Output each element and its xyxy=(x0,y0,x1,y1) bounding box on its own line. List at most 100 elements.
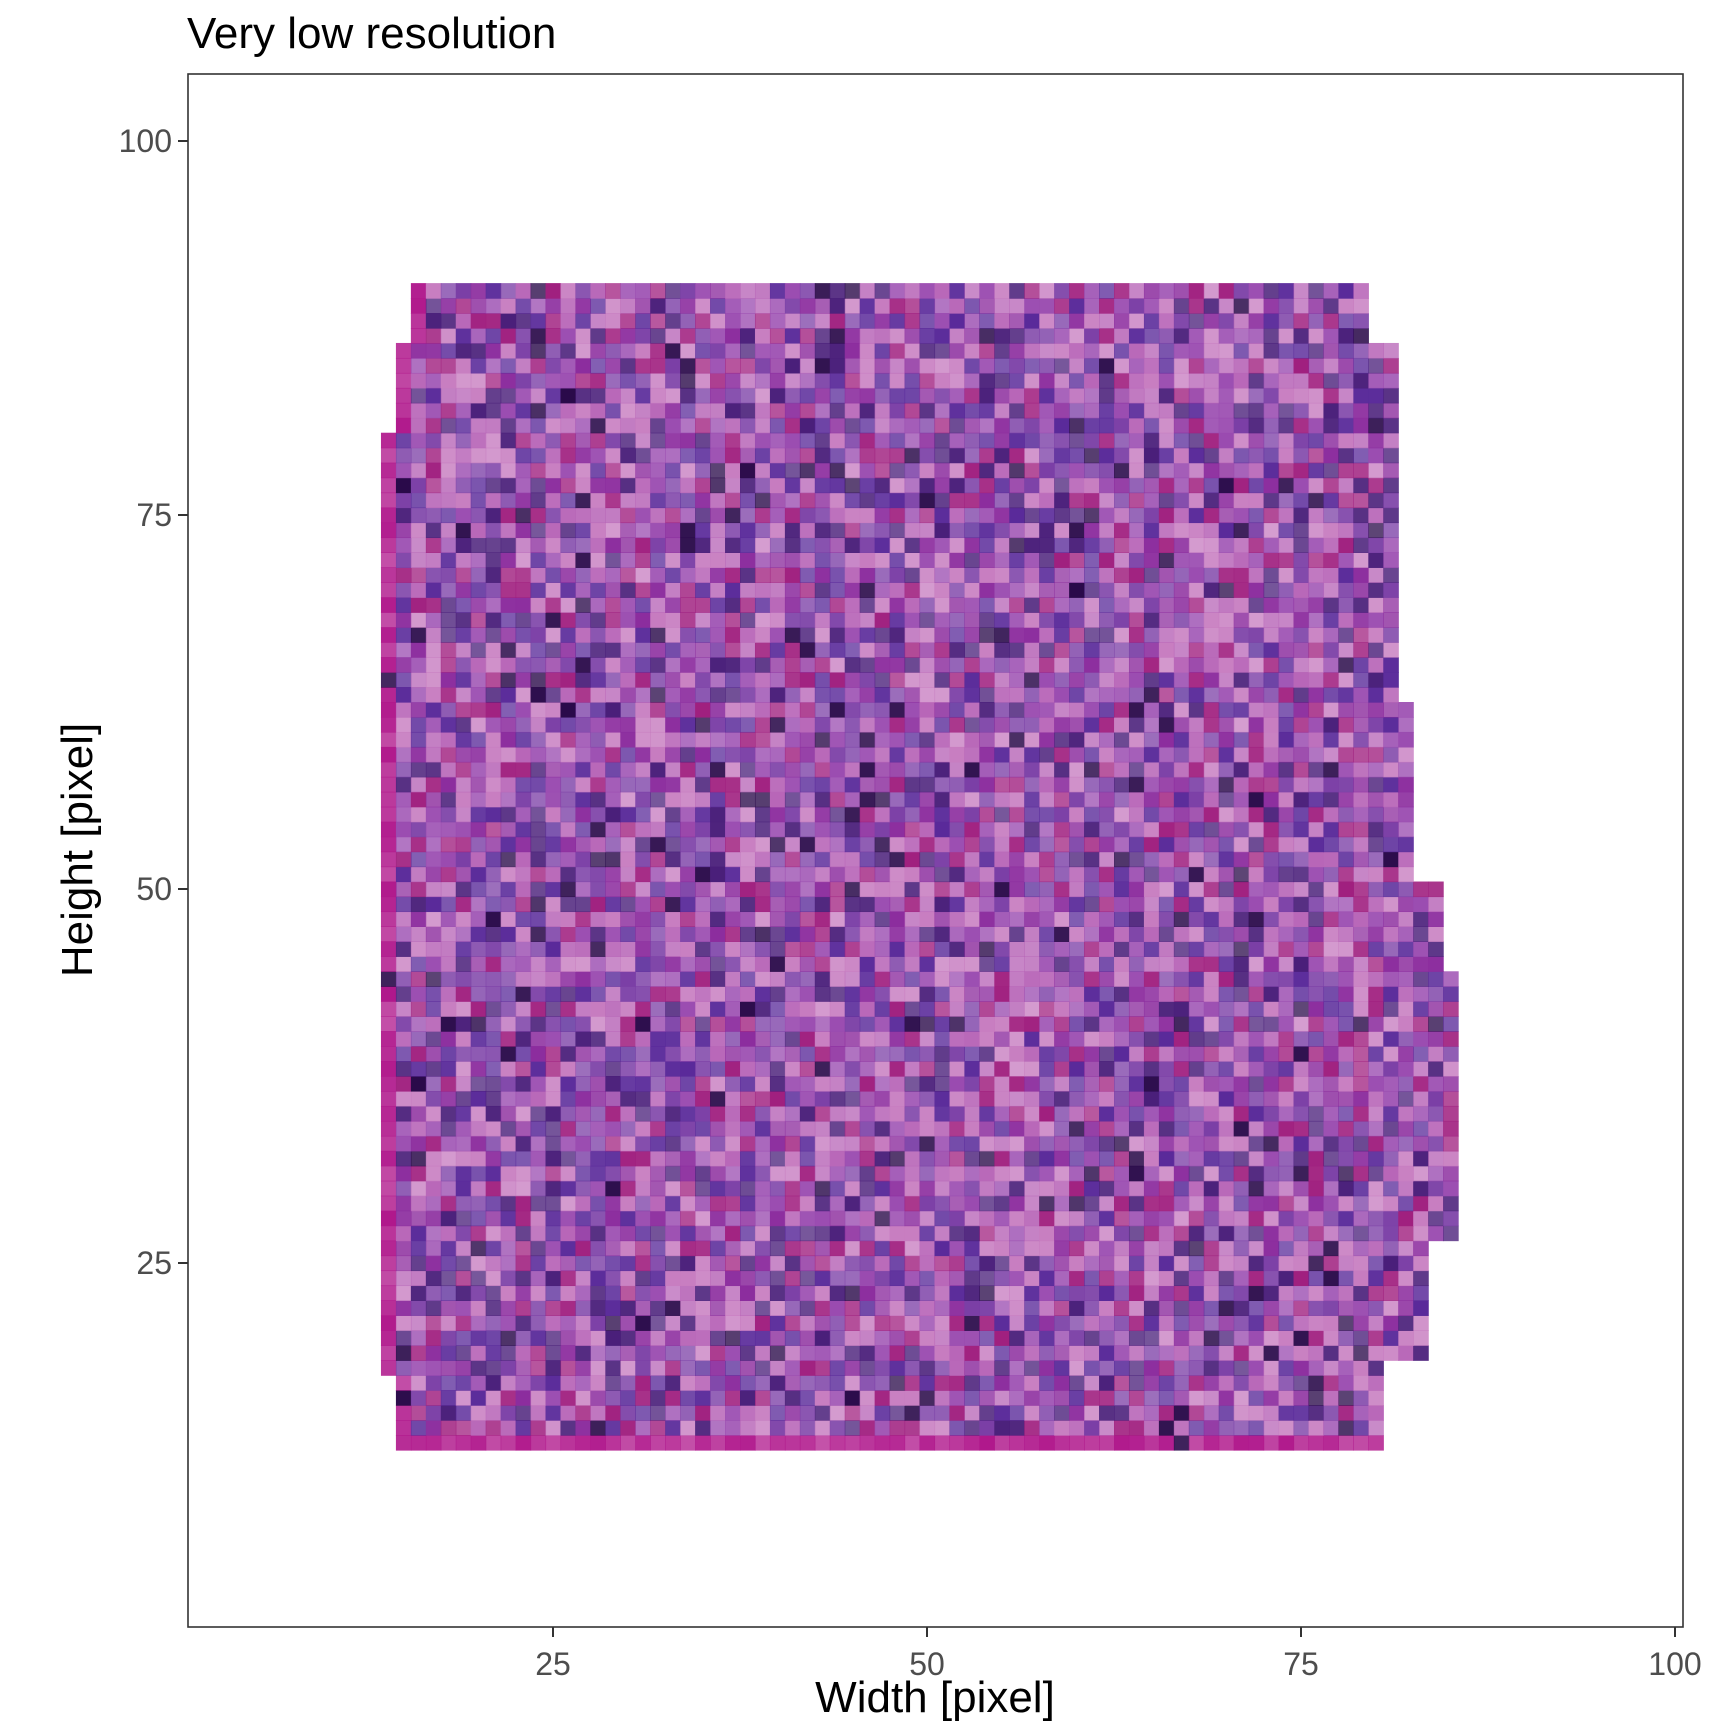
raster-cell xyxy=(784,522,801,539)
raster-cell xyxy=(1188,1076,1205,1092)
raster-cell xyxy=(425,1105,442,1122)
raster-cell xyxy=(1069,507,1085,524)
raster-cell xyxy=(1293,627,1310,643)
raster-cell xyxy=(919,462,936,479)
raster-cell xyxy=(1263,926,1280,942)
raster-cell xyxy=(949,926,965,942)
raster-cell xyxy=(1218,1345,1235,1361)
raster-cell xyxy=(395,417,412,434)
raster-cell xyxy=(1368,1195,1384,1212)
raster-cell xyxy=(1173,462,1190,479)
raster-cell xyxy=(1114,1405,1130,1421)
raster-cell xyxy=(1308,941,1325,957)
raster-cell xyxy=(725,956,741,972)
raster-cell xyxy=(1084,761,1100,778)
raster-cell xyxy=(1173,492,1190,509)
raster-cell xyxy=(1114,911,1130,927)
raster-cell xyxy=(844,1105,861,1122)
raster-cell xyxy=(410,1031,427,1047)
raster-cell xyxy=(919,881,936,898)
raster-cell xyxy=(575,806,591,823)
raster-cell xyxy=(1338,911,1354,927)
raster-cell xyxy=(590,881,606,898)
raster-cell xyxy=(665,417,681,434)
raster-cell xyxy=(1203,1165,1220,1182)
raster-cell xyxy=(814,582,831,598)
raster-cell xyxy=(1158,507,1175,524)
raster-cell xyxy=(1248,387,1265,404)
raster-cell xyxy=(560,1001,577,1017)
raster-cell xyxy=(710,1405,726,1421)
raster-cell xyxy=(1233,806,1250,823)
raster-cell xyxy=(874,1375,891,1391)
raster-cell xyxy=(620,522,636,539)
raster-cell xyxy=(859,746,876,763)
raster-cell xyxy=(515,1150,532,1167)
raster-cell xyxy=(1114,1031,1130,1047)
raster-cell xyxy=(710,1390,726,1406)
raster-cell xyxy=(1009,791,1025,808)
raster-cell xyxy=(1039,702,1055,718)
raster-cell xyxy=(650,1330,666,1346)
raster-cell xyxy=(1143,1315,1160,1331)
raster-cell xyxy=(545,791,562,808)
raster-cell xyxy=(844,1405,861,1421)
raster-cell xyxy=(1293,866,1310,883)
raster-cell xyxy=(395,672,412,688)
raster-cell xyxy=(1218,1300,1235,1316)
raster-cell xyxy=(1039,1435,1055,1451)
raster-cell xyxy=(665,1300,681,1316)
raster-cell xyxy=(769,1150,786,1167)
raster-cell xyxy=(1443,1150,1459,1167)
raster-cell xyxy=(740,821,756,838)
raster-cell xyxy=(844,372,861,389)
raster-cell xyxy=(859,702,876,718)
raster-cell xyxy=(665,731,681,748)
raster-cell xyxy=(500,881,517,898)
raster-cell xyxy=(874,866,891,883)
raster-cell xyxy=(1173,432,1190,449)
raster-cell xyxy=(1293,447,1310,464)
raster-cell xyxy=(1398,1135,1414,1152)
raster-cell xyxy=(1069,1135,1085,1152)
raster-cell xyxy=(455,1375,472,1391)
raster-cell xyxy=(919,627,936,643)
raster-cell xyxy=(590,462,606,479)
raster-cell xyxy=(949,971,965,987)
raster-cell xyxy=(1308,926,1325,942)
raster-cell xyxy=(1323,776,1339,793)
raster-cell xyxy=(904,642,921,658)
raster-cell xyxy=(575,492,591,509)
raster-cell xyxy=(844,1061,861,1077)
raster-cell xyxy=(1293,776,1310,793)
raster-cell xyxy=(1024,1300,1040,1316)
raster-cell xyxy=(979,1330,995,1346)
raster-cell xyxy=(1398,1061,1414,1077)
raster-cell xyxy=(500,1240,517,1257)
raster-cell xyxy=(1009,687,1025,703)
raster-cell xyxy=(440,387,457,404)
raster-cell xyxy=(575,1225,591,1242)
raster-cell xyxy=(754,447,771,464)
raster-cell xyxy=(1383,462,1399,479)
raster-cell xyxy=(695,896,711,913)
raster-cell xyxy=(530,1405,547,1421)
raster-cell xyxy=(1233,612,1250,628)
raster-cell xyxy=(560,1345,577,1361)
raster-cell xyxy=(829,672,846,688)
raster-cell xyxy=(470,447,487,464)
raster-cell xyxy=(545,1360,562,1376)
raster-cell xyxy=(1293,896,1310,913)
raster-cell xyxy=(740,1150,756,1167)
raster-cell xyxy=(530,702,547,718)
raster-cell xyxy=(560,567,577,583)
raster-cell xyxy=(949,1061,965,1077)
raster-cell xyxy=(1143,402,1160,419)
raster-cell xyxy=(425,657,442,673)
raster-cell xyxy=(1218,866,1235,883)
raster-cell xyxy=(425,1285,442,1301)
raster-cell xyxy=(799,1420,816,1436)
raster-cell xyxy=(1323,1420,1339,1436)
raster-cell xyxy=(1069,776,1085,793)
raster-cell xyxy=(889,1315,906,1331)
